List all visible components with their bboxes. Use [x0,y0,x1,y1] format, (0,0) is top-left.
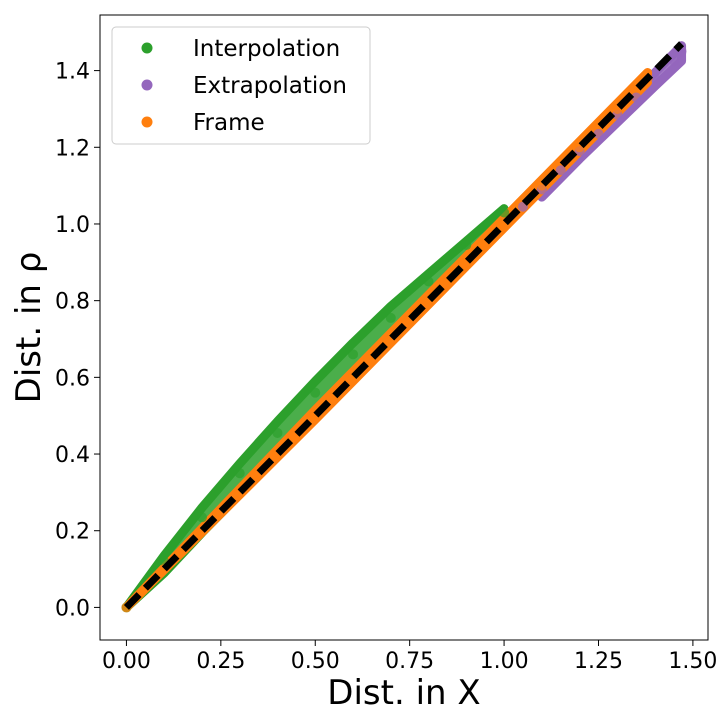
plot-area [99,14,709,641]
y-tick-label: 1.0 [55,213,90,238]
y-axis-ticks: 0.0 0.2 0.4 0.6 0.8 1.0 1.2 1.4 [55,60,100,621]
x-axis-ticks: 0.00 0.25 0.50 0.75 1.00 1.25 1.50 [102,640,717,674]
x-tick-label: 1.50 [668,649,717,674]
data-point-interpolation [423,276,434,287]
y-tick-label: 0.0 [55,596,90,621]
y-tick-label: 0.6 [55,366,90,391]
y-tick-label: 0.8 [55,290,90,315]
plot-frame [99,14,709,641]
x-tick-label: 0.50 [291,649,340,674]
legend-marker-extrapolation [141,79,153,91]
y-tick-label: 0.2 [55,520,90,545]
data-point-extrapolation [593,128,604,139]
series-points [121,46,687,613]
x-axis-label: Dist. in X [327,673,480,713]
legend-box [111,26,371,145]
y-tick-label: 1.4 [55,60,90,85]
legend-label-extrapolation: Extrapolation [193,73,347,99]
data-point-interpolation [461,240,472,251]
data-point-extrapolation [650,73,661,84]
reference-diagonal-line [123,41,685,610]
data-point-interpolation [499,207,510,218]
data-point-interpolation [310,387,321,398]
x-tick-label: 1.25 [574,649,623,674]
data-point-interpolation [385,312,396,323]
x-tick-label: 0.25 [196,649,245,674]
legend-marker-frame [141,116,153,128]
legend-label-frame: Frame [193,110,265,136]
data-point-interpolation [196,512,207,523]
x-tick-label: 0.00 [102,649,151,674]
data-point-interpolation [234,468,245,479]
legend: Interpolation Extrapolation Frame [111,26,371,145]
legend-marker-interpolation [141,42,153,54]
data-point-interpolation [348,349,359,360]
x-tick-label: 0.75 [385,649,434,674]
y-axis-label: Dist. in ρ [9,252,49,404]
legend-label-interpolation: Interpolation [193,36,340,62]
y-tick-label: 0.4 [55,443,90,468]
y-tick-label: 1.2 [55,136,90,161]
data-point-extrapolation [555,165,566,176]
data-point-interpolation [272,427,283,438]
data-point-extrapolation [631,92,642,103]
x-tick-label: 1.00 [480,649,529,674]
